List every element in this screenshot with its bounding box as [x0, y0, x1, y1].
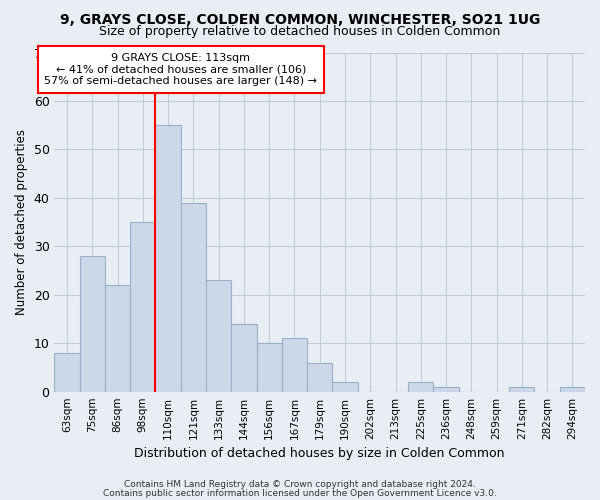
Bar — [257, 343, 282, 392]
Text: Contains public sector information licensed under the Open Government Licence v3: Contains public sector information licen… — [103, 489, 497, 498]
Bar — [282, 338, 307, 392]
Bar — [80, 256, 105, 392]
Bar — [231, 324, 257, 392]
Y-axis label: Number of detached properties: Number of detached properties — [15, 129, 28, 315]
Bar — [181, 202, 206, 392]
Bar — [332, 382, 358, 392]
Bar — [408, 382, 433, 392]
X-axis label: Distribution of detached houses by size in Colden Common: Distribution of detached houses by size … — [134, 447, 505, 460]
Text: Contains HM Land Registry data © Crown copyright and database right 2024.: Contains HM Land Registry data © Crown c… — [124, 480, 476, 489]
Text: Size of property relative to detached houses in Colden Common: Size of property relative to detached ho… — [100, 25, 500, 38]
Bar — [307, 362, 332, 392]
Bar — [433, 387, 458, 392]
Text: 9 GRAYS CLOSE: 113sqm
← 41% of detached houses are smaller (106)
57% of semi-det: 9 GRAYS CLOSE: 113sqm ← 41% of detached … — [44, 53, 317, 86]
Bar — [105, 285, 130, 392]
Bar — [155, 125, 181, 392]
Text: 9, GRAYS CLOSE, COLDEN COMMON, WINCHESTER, SO21 1UG: 9, GRAYS CLOSE, COLDEN COMMON, WINCHESTE… — [60, 12, 540, 26]
Bar — [55, 353, 80, 392]
Bar — [206, 280, 231, 392]
Bar — [130, 222, 155, 392]
Bar — [509, 387, 535, 392]
Bar — [560, 387, 585, 392]
